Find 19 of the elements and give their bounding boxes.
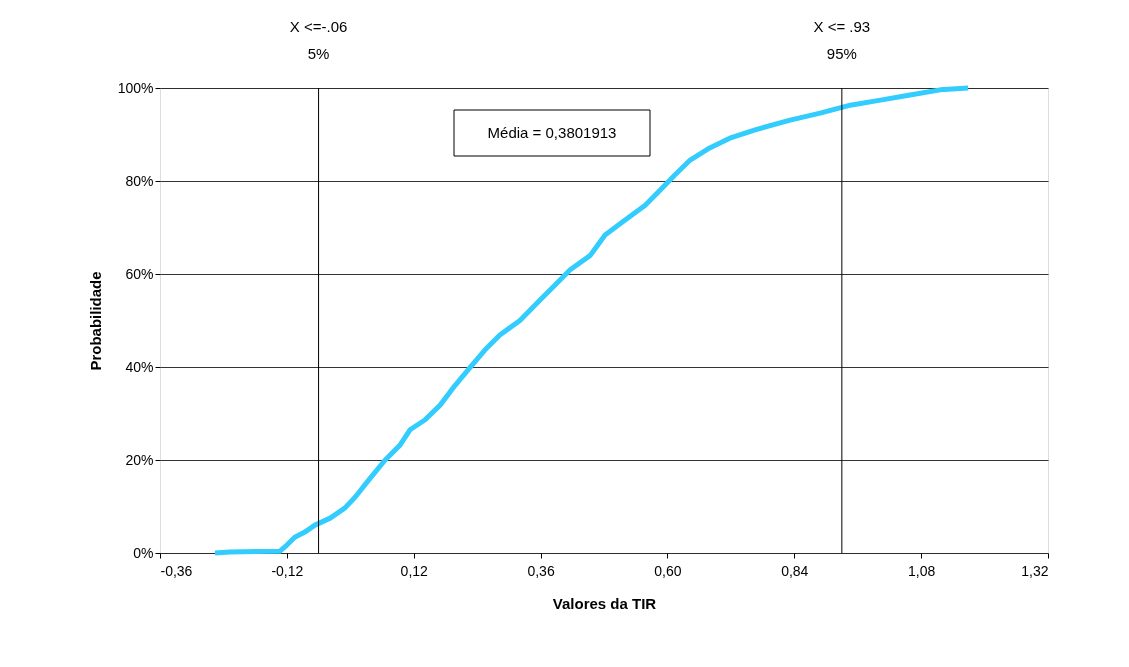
y-tick-label: 60% [125, 265, 154, 282]
x-tick-label: 1,32 [1021, 562, 1049, 579]
y-tick-label: 0% [133, 544, 154, 561]
x-tick-label: -0,36 [160, 562, 193, 579]
annotation: Média = 0,3801913 [487, 124, 617, 141]
y-tick-label: 100% [117, 79, 154, 96]
x-tick-label: 0,60 [654, 562, 682, 579]
x-tick-label: 1,08 [908, 562, 936, 579]
y-tick-label: 40% [125, 358, 154, 375]
y-axis-title: Probabilidade [86, 271, 104, 371]
y-tick-label: 80% [125, 172, 154, 189]
x-tick-label: 0,36 [527, 562, 555, 579]
ref-line-label: X <= .93 95% [813, 18, 871, 62]
x-tick-label: 0,12 [400, 562, 429, 579]
y-tick-label: 20% [125, 451, 154, 468]
x-tick-label: 0,84 [781, 562, 809, 579]
ref-line-label: X <=-.06 5% [289, 18, 348, 62]
x-axis-title: Valores da TIR [552, 594, 657, 612]
x-tick-label: -0,12 [271, 562, 304, 579]
